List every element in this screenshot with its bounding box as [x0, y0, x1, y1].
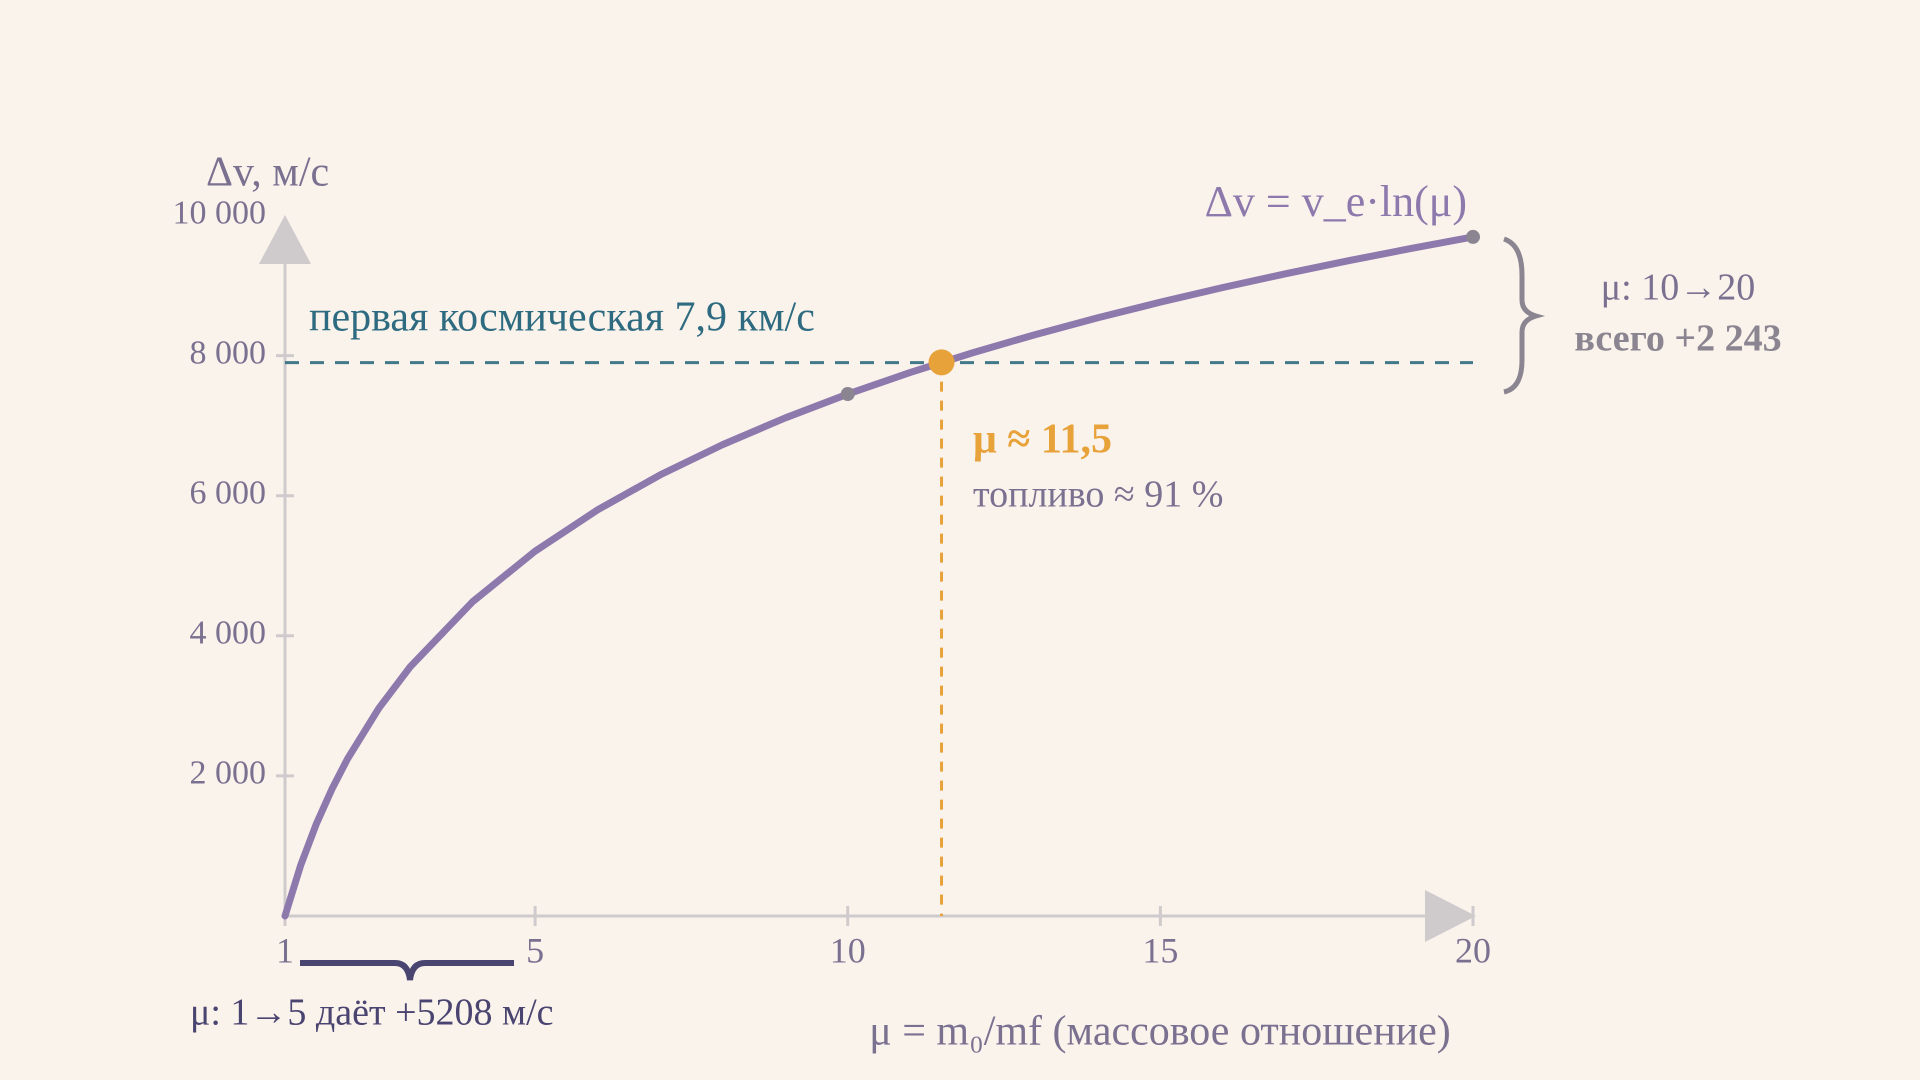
y-tick-label: 2 000: [190, 755, 267, 792]
point: [928, 349, 955, 376]
x-tick-label: 1: [276, 930, 294, 970]
point: [840, 387, 855, 402]
y-tick-label: 4 000: [190, 615, 267, 652]
range-bottom-label: μ: 1→5 даёт +5208 м/с: [190, 992, 554, 1034]
y-axis-title: Δv, м/с: [206, 150, 329, 196]
y-tick-label: 8 000: [190, 334, 267, 371]
x-axis-arrow: [1425, 890, 1476, 942]
range-right-label: μ: 10→20: [1601, 267, 1755, 309]
formula: Δv = v_e·ln(μ): [1205, 177, 1467, 226]
range-brace-bottom: [300, 960, 514, 981]
y-tick-label: 10 000: [173, 194, 267, 231]
x-axis-title: μ = m₀/mf (массовое отношение): [869, 1009, 1451, 1055]
x-tick-label: 10: [830, 930, 866, 970]
point: [1466, 229, 1480, 244]
x-tick-label: 20: [1455, 930, 1491, 970]
reference-label: первая космическая 7,9 км/с: [309, 295, 815, 341]
x-tick-label: 5: [526, 930, 544, 970]
range-brace-right: [1503, 236, 1546, 395]
crossing-mu: μ ≈ 11,5: [973, 417, 1112, 463]
y-tick-label: 6 000: [190, 474, 267, 511]
curve: [281, 233, 1477, 920]
y-axis-arrow: [259, 215, 311, 264]
x-tick-label: 15: [1142, 930, 1178, 970]
crossing-fuel: топливо ≈ 91 %: [973, 474, 1223, 516]
range-right-total: всего +2 243: [1574, 318, 1781, 360]
